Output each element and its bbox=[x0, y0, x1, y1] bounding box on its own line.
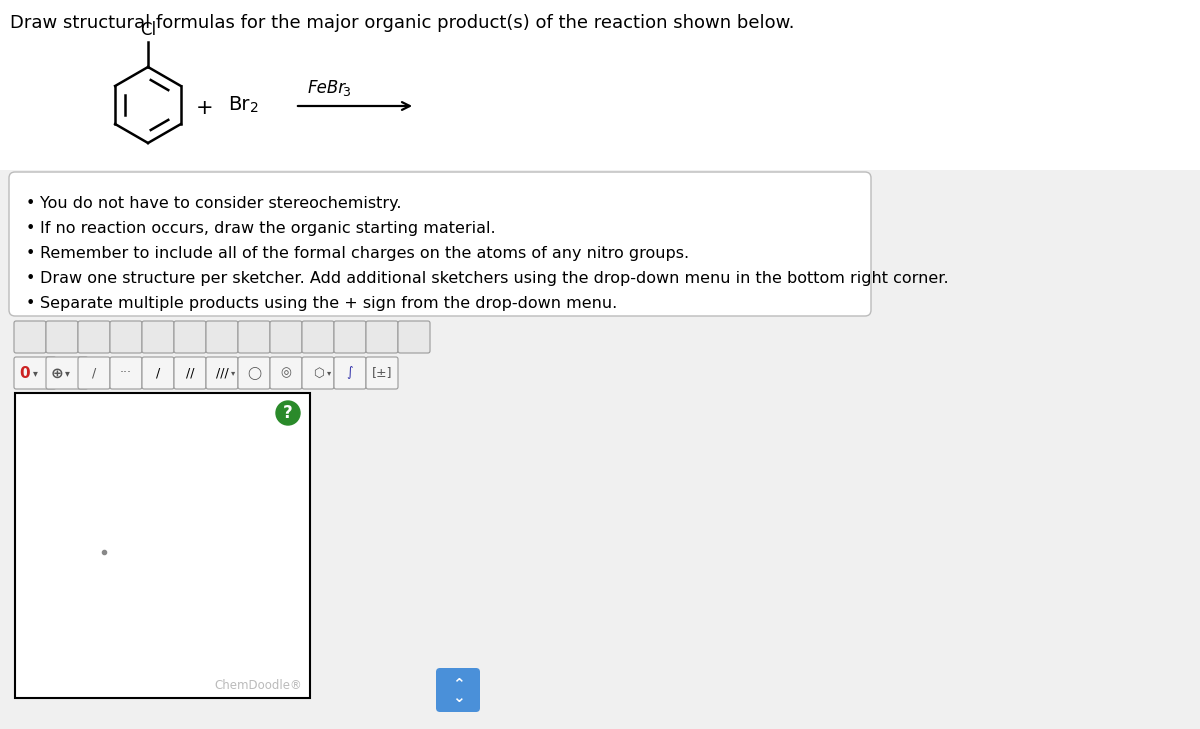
Text: 0: 0 bbox=[19, 365, 30, 381]
Text: •: • bbox=[26, 196, 35, 211]
FancyBboxPatch shape bbox=[366, 321, 398, 353]
Text: ⊕: ⊕ bbox=[50, 365, 64, 381]
Text: ///: /// bbox=[216, 367, 228, 380]
Text: Draw one structure per sketcher. Add additional sketchers using the drop-down me: Draw one structure per sketcher. Add add… bbox=[40, 271, 949, 286]
Text: 2: 2 bbox=[250, 101, 259, 115]
Text: •: • bbox=[26, 221, 35, 236]
Text: ⌄: ⌄ bbox=[451, 690, 464, 706]
FancyBboxPatch shape bbox=[334, 321, 366, 353]
Text: ◎: ◎ bbox=[281, 367, 292, 380]
FancyBboxPatch shape bbox=[46, 357, 88, 389]
Text: ···: ··· bbox=[120, 367, 132, 380]
FancyBboxPatch shape bbox=[206, 321, 238, 353]
Bar bbox=[0, 0, 1200, 170]
Text: //: // bbox=[186, 367, 194, 380]
FancyBboxPatch shape bbox=[238, 357, 270, 389]
FancyBboxPatch shape bbox=[110, 321, 142, 353]
Text: You do not have to consider stereochemistry.: You do not have to consider stereochemis… bbox=[40, 196, 402, 211]
Text: [±]: [±] bbox=[372, 367, 392, 380]
FancyBboxPatch shape bbox=[14, 357, 56, 389]
FancyBboxPatch shape bbox=[10, 172, 871, 316]
FancyBboxPatch shape bbox=[334, 357, 366, 389]
Circle shape bbox=[276, 401, 300, 425]
Text: •: • bbox=[26, 296, 35, 311]
Text: /: / bbox=[92, 367, 96, 380]
Text: Br: Br bbox=[228, 95, 250, 114]
Bar bbox=[14, 393, 310, 698]
FancyBboxPatch shape bbox=[302, 321, 334, 353]
FancyBboxPatch shape bbox=[14, 321, 46, 353]
FancyBboxPatch shape bbox=[174, 357, 206, 389]
FancyBboxPatch shape bbox=[174, 321, 206, 353]
Text: ?: ? bbox=[283, 404, 293, 422]
FancyBboxPatch shape bbox=[270, 321, 302, 353]
FancyBboxPatch shape bbox=[302, 357, 334, 389]
FancyBboxPatch shape bbox=[142, 357, 174, 389]
Text: Remember to include all of the formal charges on the atoms of any nitro groups.: Remember to include all of the formal ch… bbox=[40, 246, 689, 261]
FancyBboxPatch shape bbox=[142, 321, 174, 353]
Text: ▾: ▾ bbox=[65, 368, 70, 378]
FancyBboxPatch shape bbox=[270, 357, 302, 389]
Text: ◯: ◯ bbox=[247, 367, 262, 380]
Text: ∫: ∫ bbox=[347, 367, 353, 380]
FancyBboxPatch shape bbox=[110, 357, 142, 389]
Text: ▾: ▾ bbox=[326, 368, 331, 378]
FancyBboxPatch shape bbox=[398, 321, 430, 353]
Text: •: • bbox=[26, 271, 35, 286]
FancyBboxPatch shape bbox=[78, 321, 110, 353]
Text: •: • bbox=[26, 246, 35, 261]
FancyBboxPatch shape bbox=[238, 321, 270, 353]
Text: Separate multiple products using the + sign from the drop-down menu.: Separate multiple products using the + s… bbox=[40, 296, 617, 311]
FancyBboxPatch shape bbox=[436, 668, 480, 712]
FancyBboxPatch shape bbox=[46, 321, 78, 353]
Text: ⬡: ⬡ bbox=[312, 367, 324, 380]
FancyBboxPatch shape bbox=[206, 357, 238, 389]
Text: ChemDoodle®: ChemDoodle® bbox=[215, 679, 302, 692]
FancyBboxPatch shape bbox=[366, 357, 398, 389]
Text: If no reaction occurs, draw the organic starting material.: If no reaction occurs, draw the organic … bbox=[40, 221, 496, 236]
Text: ⌃: ⌃ bbox=[451, 677, 464, 692]
Text: FeBr: FeBr bbox=[308, 79, 346, 97]
Text: ▾: ▾ bbox=[32, 368, 37, 378]
Text: Cl: Cl bbox=[140, 21, 156, 39]
Text: 3: 3 bbox=[342, 85, 350, 98]
Text: ▾: ▾ bbox=[230, 368, 235, 378]
Text: +: + bbox=[196, 98, 214, 118]
Text: /: / bbox=[156, 367, 160, 380]
Text: Draw structural formulas for the major organic product(s) of the reaction shown : Draw structural formulas for the major o… bbox=[10, 14, 794, 32]
FancyBboxPatch shape bbox=[78, 357, 110, 389]
Bar bbox=[0, 700, 1200, 729]
